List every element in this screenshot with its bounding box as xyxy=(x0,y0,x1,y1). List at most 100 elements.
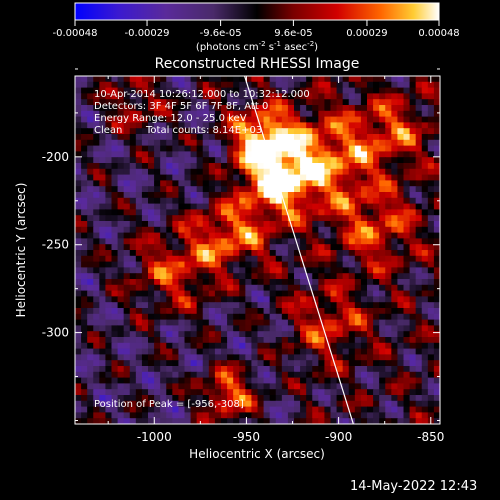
heatmap-cell xyxy=(409,319,417,326)
heatmap-cell xyxy=(373,110,380,118)
heatmap-cell xyxy=(202,412,210,419)
heatmap-cell xyxy=(196,209,204,216)
heatmap-cell xyxy=(87,348,94,355)
heatmap-cell xyxy=(421,151,429,158)
heatmap-cell xyxy=(81,273,88,280)
heatmap-cell xyxy=(373,238,380,245)
heatmap-cell xyxy=(275,273,283,280)
heatmap-cell xyxy=(409,302,417,309)
heatmap-cell xyxy=(336,87,344,94)
heatmap-cell xyxy=(257,348,265,355)
heatmap-cell xyxy=(196,221,204,228)
heatmap-cell xyxy=(263,99,271,106)
heatmap-cell xyxy=(148,342,155,350)
heatmap-cell xyxy=(184,163,192,170)
heatmap-cell xyxy=(312,128,319,135)
heatmap-cell xyxy=(178,261,186,268)
heatmap-cell xyxy=(275,261,283,268)
heatmap-cell xyxy=(415,250,423,257)
heatmap-cell xyxy=(306,255,313,263)
heatmap-cell xyxy=(263,168,271,176)
heatmap-cell xyxy=(360,348,368,355)
heatmap-cell xyxy=(208,284,216,292)
heatmap-cell xyxy=(208,209,216,216)
heatmap-cell xyxy=(251,192,259,199)
heatmap-cell xyxy=(178,395,186,402)
heatmap-cell xyxy=(403,319,411,326)
heatmap-cell xyxy=(172,313,180,321)
heatmap-cell xyxy=(324,105,332,112)
heatmap-cell xyxy=(87,366,94,373)
heatmap-cell xyxy=(154,244,161,251)
heatmap-cell xyxy=(160,273,167,280)
heatmap-cell xyxy=(269,128,277,135)
heatmap-cell xyxy=(208,232,216,239)
heatmap-cell xyxy=(367,250,374,257)
heatmap-cell xyxy=(135,134,143,141)
heatmap-cell xyxy=(154,76,161,83)
heatmap-cell xyxy=(324,325,332,332)
x-axis-label: Heliocentric X (arcsec) xyxy=(189,447,325,461)
heatmap-cell xyxy=(227,180,234,187)
heatmap-cell xyxy=(227,174,234,181)
heatmap-cell xyxy=(105,273,113,280)
heatmap-cell xyxy=(239,348,246,355)
heatmap-cell xyxy=(275,406,283,413)
heatmap-cell xyxy=(251,273,259,280)
heatmap-cell xyxy=(360,168,368,176)
heatmap-cell xyxy=(421,122,429,129)
heatmap-cell xyxy=(190,128,198,135)
heatmap-cell xyxy=(154,238,161,245)
heatmap-cell xyxy=(336,261,344,268)
heatmap-cell xyxy=(330,215,338,222)
heatmap-cell xyxy=(172,174,180,181)
heatmap-cell xyxy=(294,163,301,170)
heatmap-cell xyxy=(208,81,216,89)
heatmap-cell xyxy=(99,116,107,123)
heatmap-cell xyxy=(379,325,386,332)
heatmap-cell xyxy=(245,296,253,303)
heatmap-cell xyxy=(117,116,125,123)
heatmap-cell xyxy=(379,395,386,402)
heatmap-cell xyxy=(81,192,88,199)
heatmap-cell xyxy=(87,255,94,263)
heatmap-cell xyxy=(172,290,180,297)
heatmap-cell xyxy=(379,250,386,257)
heatmap-cell xyxy=(312,116,319,123)
heatmap-cell xyxy=(421,267,429,274)
x-tick-label: -900 xyxy=(325,430,352,444)
heatmap-cell xyxy=(281,209,289,216)
heatmap-cell xyxy=(245,389,253,396)
heatmap-cell xyxy=(433,168,440,176)
heatmap-cell xyxy=(160,412,167,419)
heatmap-cell xyxy=(233,267,240,274)
heatmap-cell xyxy=(239,302,246,309)
heatmap-cell xyxy=(373,93,380,100)
heatmap-cell xyxy=(172,250,180,257)
heatmap-cell xyxy=(409,226,417,234)
heatmap-cell xyxy=(208,99,216,106)
heatmap-cell xyxy=(269,267,277,274)
heatmap-cell xyxy=(403,192,411,199)
heatmap-cell xyxy=(196,244,204,251)
heatmap-cell xyxy=(117,180,125,187)
heatmap-cell xyxy=(367,76,374,83)
heatmap-cell xyxy=(306,337,313,344)
heatmap-cell xyxy=(123,151,131,158)
heatmap-cell xyxy=(196,279,204,286)
heatmap-cell xyxy=(306,168,313,176)
heatmap-cell xyxy=(373,296,380,303)
heatmap-cell xyxy=(154,139,161,147)
heatmap-cell xyxy=(324,371,332,379)
heatmap-cell xyxy=(391,226,399,234)
heatmap-cell xyxy=(123,174,131,181)
heatmap-cell xyxy=(111,400,119,408)
heatmap-cell xyxy=(184,151,192,158)
heatmap-cell xyxy=(306,128,313,135)
heatmap-cell xyxy=(360,180,368,187)
heatmap-cell xyxy=(190,319,198,326)
heatmap-cell xyxy=(427,412,435,419)
heatmap-cell xyxy=(409,273,417,280)
heatmap-cell xyxy=(433,325,440,332)
heatmap-cell xyxy=(360,87,368,94)
